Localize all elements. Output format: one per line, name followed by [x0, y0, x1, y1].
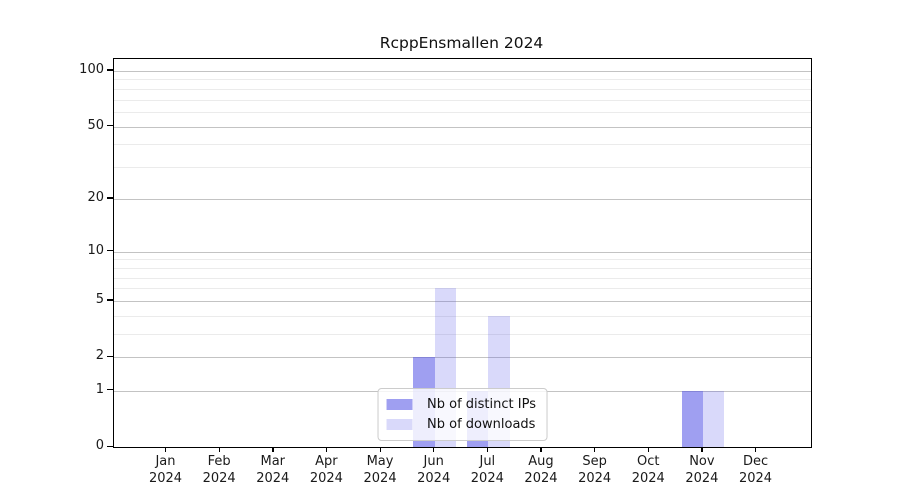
x-tick-label-may: May 2024	[350, 453, 410, 487]
legend-swatch-downloads	[386, 418, 413, 430]
y-tick-label: 0	[95, 438, 104, 453]
chart-title: RcppEnsmallen 2024	[379, 34, 544, 52]
x-tick-label-feb: Feb 2024	[189, 453, 249, 487]
gridline-minor	[114, 267, 811, 269]
x-tick-label-dec: Dec 2024	[726, 453, 786, 487]
y-tick-label: 1	[95, 381, 104, 397]
x-tick-label-nov: Nov 2024	[672, 453, 732, 487]
x-tick-mark	[379, 447, 381, 453]
gridline-minor	[114, 288, 811, 290]
x-tick-label-apr: Apr 2024	[296, 453, 356, 487]
x-tick-mark	[165, 447, 167, 453]
y-tick-label: 100	[79, 61, 104, 77]
bar-distinct-ips-nov	[681, 390, 703, 447]
x-tick-mark	[433, 447, 435, 453]
x-tick-year: 2024	[309, 471, 343, 486]
x-tick-mark	[540, 447, 542, 453]
legend-item-downloads: Nb of downloads	[386, 414, 536, 434]
y-tick-mark	[107, 250, 113, 252]
legend-item-distinct-ips: Nb of distinct IPs	[386, 394, 536, 414]
x-tick-month: Oct	[637, 454, 660, 469]
x-tick-year: 2024	[631, 471, 665, 486]
gridline-minor	[114, 334, 811, 336]
gridline-major	[114, 300, 811, 302]
y-tick-label: 2	[95, 348, 104, 364]
gridline-major	[114, 198, 811, 200]
legend-label-distinct-ips: Nb of distinct IPs	[427, 396, 536, 412]
y-tick-mark	[107, 125, 113, 127]
plot-area: Nb of distinct IPs Nb of downloads	[113, 58, 812, 448]
x-tick-mark	[755, 447, 757, 453]
x-tick-month: Feb	[207, 454, 231, 469]
x-tick-month: Aug	[528, 454, 554, 469]
gridline-minor	[114, 99, 811, 101]
legend-swatch-distinct-ips	[386, 398, 413, 410]
x-tick-mark	[218, 447, 220, 453]
y-tick-label: 20	[87, 189, 104, 205]
x-tick-year: 2024	[256, 471, 290, 486]
y-tick-mark	[107, 445, 113, 447]
y-tick-label: 5	[95, 291, 104, 307]
gridline-minor	[114, 277, 811, 279]
x-tick-year: 2024	[202, 471, 236, 486]
gridline-minor	[114, 144, 811, 146]
x-tick-label-sep: Sep 2024	[565, 453, 625, 487]
y-tick-mark	[107, 389, 113, 391]
x-tick-mark	[701, 447, 703, 453]
x-tick-year: 2024	[470, 471, 504, 486]
x-tick-year: 2024	[148, 471, 183, 486]
gridline-minor	[114, 111, 811, 113]
legend-label-downloads: Nb of downloads	[427, 416, 536, 432]
x-tick-month: Jul	[479, 454, 496, 469]
gridline-major	[114, 357, 811, 359]
x-tick-label-jun: Jun 2024	[404, 453, 464, 487]
y-tick-mark	[107, 299, 113, 301]
gridline-major	[114, 126, 811, 128]
x-tick-mark	[486, 447, 489, 453]
gridline-minor	[114, 315, 811, 317]
x-tick-year: 2024	[685, 471, 719, 486]
x-tick-mark	[647, 447, 650, 453]
gridline-minor	[114, 167, 811, 169]
x-tick-month: Sep	[582, 454, 607, 469]
x-tick-month: Jan	[155, 454, 176, 469]
x-tick-label-jul: Jul 2024	[457, 453, 517, 487]
y-tick-mark	[107, 355, 113, 358]
x-tick-year: 2024	[524, 471, 558, 486]
y-tick-label: 50	[87, 117, 104, 133]
x-tick-year: 2024	[417, 471, 451, 486]
x-tick-label-aug: Aug 2024	[511, 453, 571, 487]
y-tick-mark	[107, 69, 113, 71]
x-tick-year: 2024	[738, 471, 773, 486]
x-tick-label-jan: Jan 2024	[136, 453, 196, 487]
x-tick-month: Dec	[742, 454, 769, 469]
x-tick-month: Jun	[423, 454, 444, 469]
x-tick-label-mar: Mar 2024	[243, 453, 303, 487]
x-tick-mark	[325, 447, 328, 453]
gridline-major	[114, 70, 811, 72]
x-tick-month: Apr	[315, 454, 338, 469]
x-tick-month: Nov	[689, 454, 715, 469]
gridline-minor	[114, 259, 811, 261]
x-tick-mark	[594, 447, 596, 453]
gridline-minor	[114, 88, 811, 90]
gridline-major	[114, 251, 811, 253]
y-tick-label: 10	[87, 242, 104, 258]
x-tick-year: 2024	[578, 471, 612, 486]
x-tick-label-oct: Oct 2024	[618, 453, 678, 487]
x-tick-month: May	[366, 454, 394, 469]
x-tick-mark	[272, 447, 274, 453]
gridline-minor	[114, 79, 811, 81]
x-tick-month: Mar	[260, 454, 286, 469]
legend: Nb of distinct IPs Nb of downloads	[377, 388, 548, 441]
bar-downloads-nov	[702, 390, 725, 447]
x-tick-year: 2024	[363, 471, 397, 486]
y-tick-mark	[107, 197, 113, 199]
